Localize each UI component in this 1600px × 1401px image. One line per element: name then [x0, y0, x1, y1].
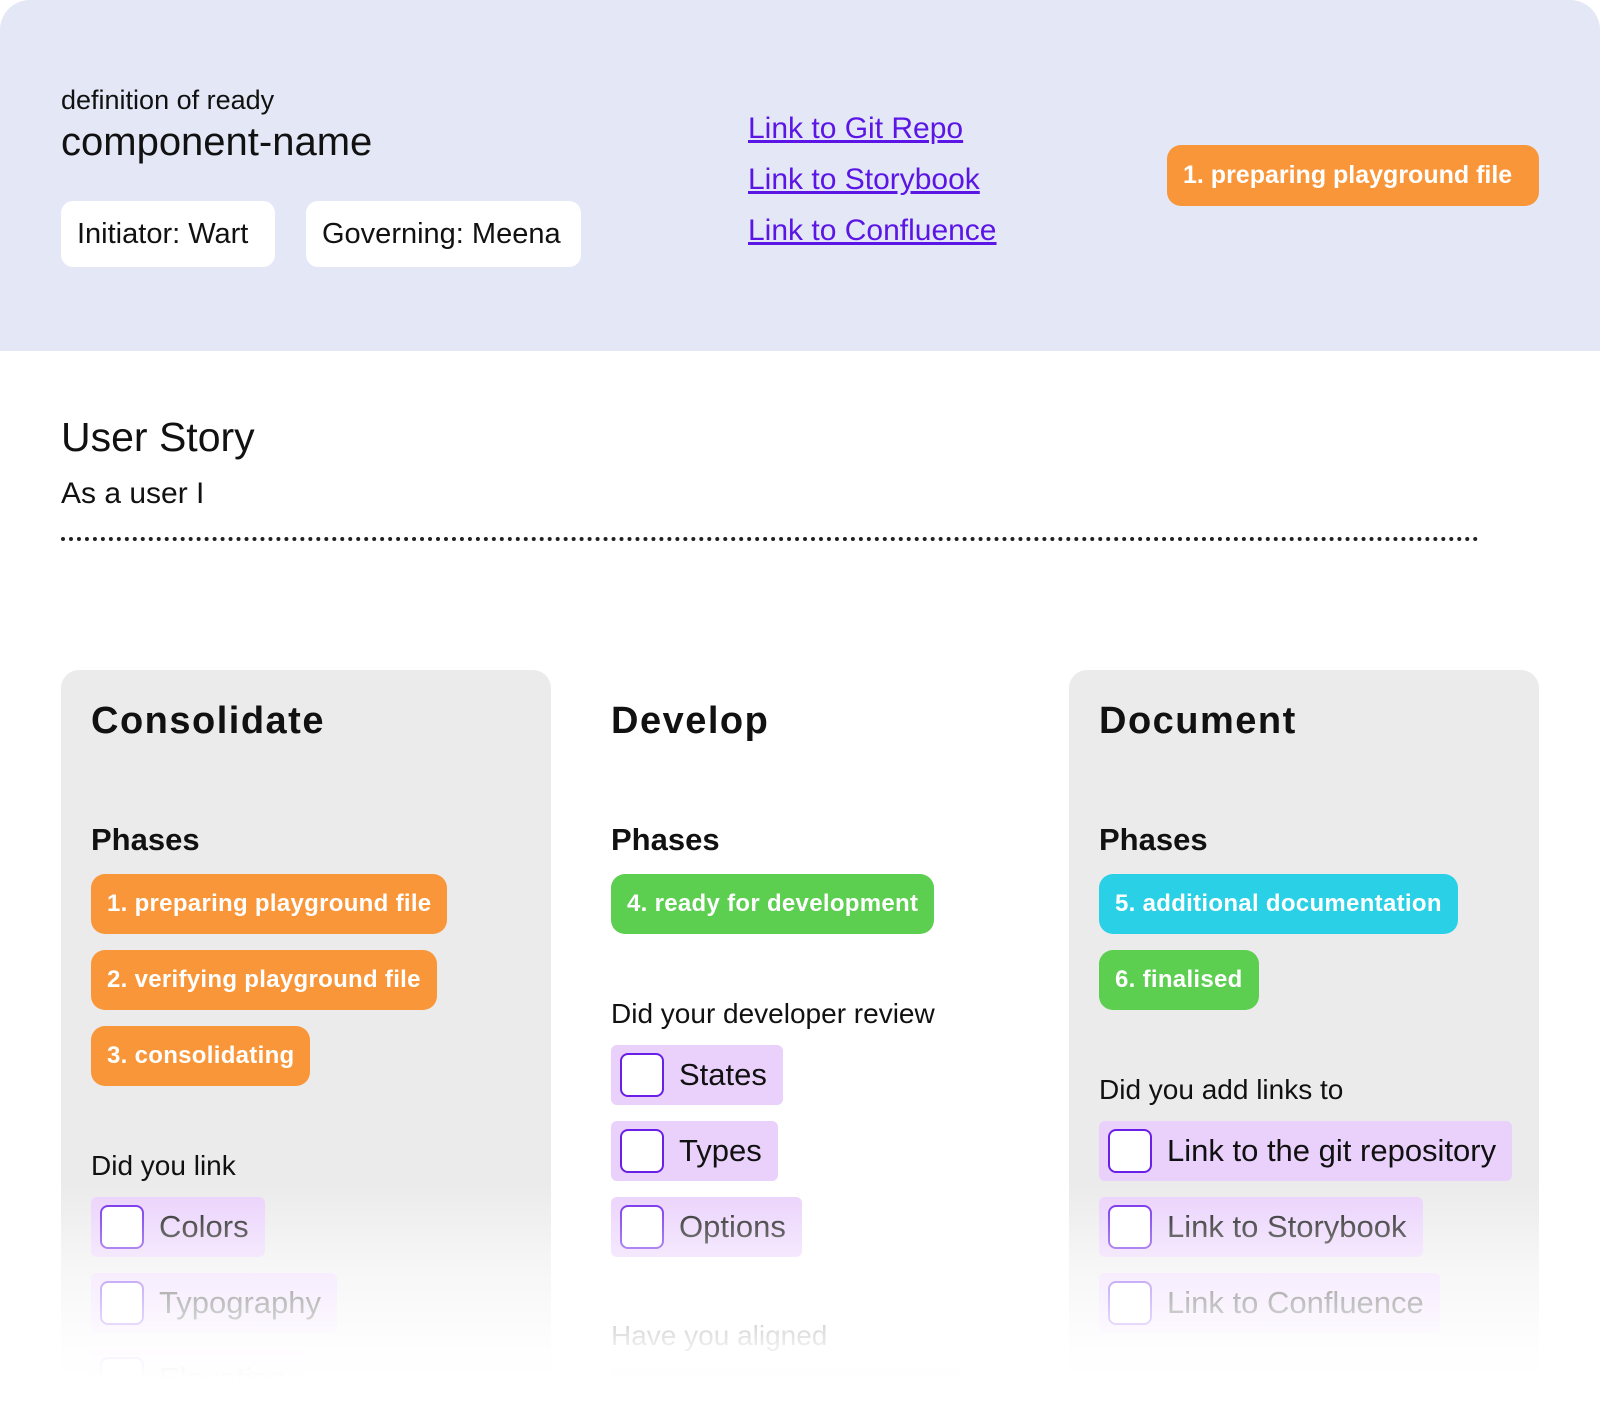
checklist-label: Link to Confluence: [1167, 1285, 1424, 1320]
checklist-label: Elevation: [159, 1361, 287, 1396]
user-story-divider: [61, 537, 1479, 541]
checklist-label: Link to the git repository: [1167, 1133, 1497, 1168]
checkbox[interactable]: [100, 1357, 144, 1401]
governing-chip: Governing: Meena: [306, 201, 581, 267]
develop-question: Did your developer review: [611, 998, 935, 1029]
checklist-item-storybook-link[interactable]: Link to Storybook: [1099, 1197, 1423, 1257]
checkbox[interactable]: [620, 1129, 664, 1173]
checkbox[interactable]: [620, 1053, 664, 1097]
document-question: Did you add links to: [1099, 1074, 1344, 1105]
checklist-label: Options: [679, 1209, 786, 1244]
checkbox[interactable]: [1108, 1205, 1152, 1249]
confluence-link[interactable]: Link to Confluence: [748, 214, 997, 247]
phase-badge: 5. additional documentation: [1099, 874, 1458, 934]
phase-badge: 4. ready for development: [611, 874, 935, 934]
develop-title: Develop: [611, 700, 770, 742]
checklist-item-colors[interactable]: Colors: [91, 1197, 265, 1257]
consolidate-column: Consolidate Phases 1. preparing playgrou…: [61, 670, 551, 1401]
consolidate-question: Did you link: [91, 1150, 236, 1181]
checklist-label: Typography: [159, 1285, 321, 1320]
checklist-item-elevation[interactable]: Elevation: [91, 1349, 303, 1401]
phase-badge: 1. preparing playground file: [91, 874, 448, 934]
develop-question-aligned: Have you aligned: [611, 1320, 828, 1351]
phase-badge: 3. consolidating: [91, 1026, 311, 1086]
checkbox[interactable]: [100, 1281, 144, 1325]
document-phases-label: Phases: [1099, 822, 1208, 857]
checklist-label: Naming convention: [679, 1379, 945, 1401]
page-kicker: definition of ready: [61, 85, 275, 115]
checklist-label: States: [679, 1057, 767, 1092]
checkbox[interactable]: [1108, 1129, 1152, 1173]
status-badge: 1. preparing playground file: [1167, 145, 1539, 206]
header-panel: definition of ready component-name Initi…: [0, 0, 1600, 351]
phase-badge: 2. verifying playground file: [91, 950, 437, 1010]
user-story-text[interactable]: As a user I: [61, 477, 205, 510]
checkbox[interactable]: [620, 1205, 664, 1249]
document-column: Document Phases 5. additional documentat…: [1069, 670, 1539, 1401]
git-repo-link[interactable]: Link to Git Repo: [748, 112, 964, 145]
component-name-title: component-name: [61, 120, 373, 164]
checklist-label: Link to Storybook: [1167, 1209, 1407, 1244]
checklist-item-confluence-link[interactable]: Link to Confluence: [1099, 1273, 1440, 1333]
checklist-item-typography[interactable]: Typography: [91, 1273, 337, 1333]
storybook-link[interactable]: Link to Storybook: [748, 163, 980, 196]
phase-badge: 6. finalised: [1099, 950, 1259, 1010]
checklist-label: Types: [679, 1133, 762, 1168]
header-links: Link to Git Repo Link to Storybook Link …: [748, 103, 997, 256]
initiator-chip: Initiator: Wart: [61, 201, 275, 267]
checklist-label: Colors: [159, 1209, 249, 1244]
checklist-item-options[interactable]: Options: [611, 1197, 802, 1257]
checklist-item-git-link[interactable]: Link to the git repository: [1099, 1121, 1513, 1181]
checkbox[interactable]: [620, 1375, 664, 1401]
checklist-item-states[interactable]: States: [611, 1045, 783, 1105]
checkbox[interactable]: [1108, 1281, 1152, 1325]
document-title: Document: [1099, 700, 1297, 742]
user-story-title: User Story: [61, 414, 255, 460]
checklist-item-types[interactable]: Types: [611, 1121, 778, 1181]
checkbox[interactable]: [100, 1205, 144, 1249]
develop-column: Develop Phases 4. ready for development …: [581, 670, 1037, 1401]
consolidate-title: Consolidate: [91, 700, 325, 742]
develop-phases-label: Phases: [611, 822, 720, 857]
checklist-item-naming-convention[interactable]: Naming convention: [611, 1367, 961, 1401]
consolidate-phases-label: Phases: [91, 822, 200, 857]
